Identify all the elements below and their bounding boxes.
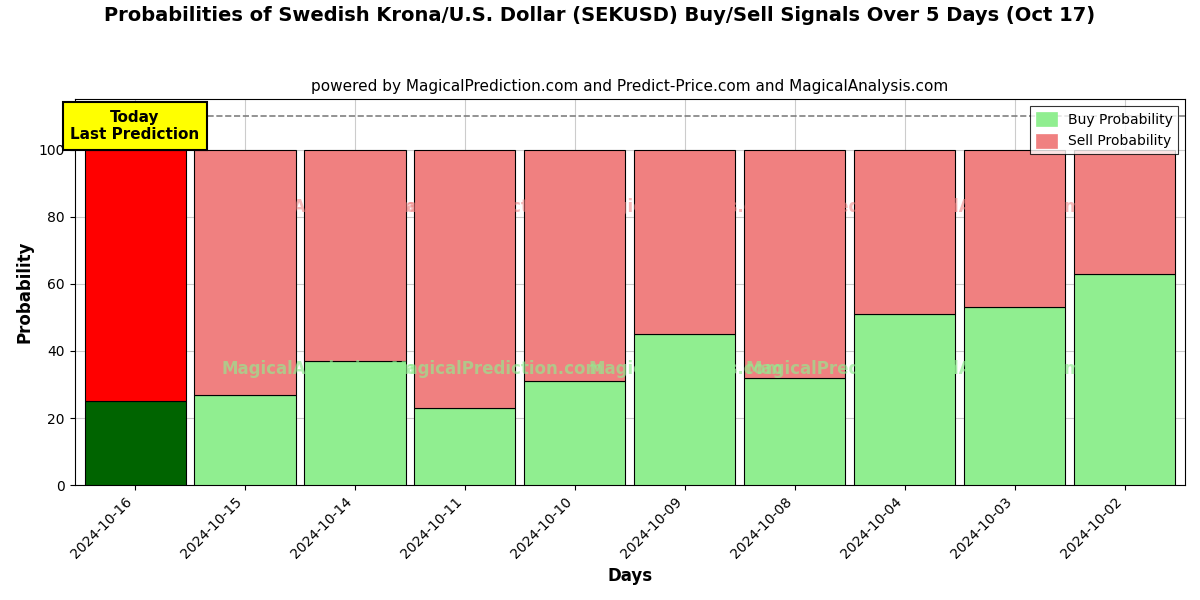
Bar bbox=[84, 401, 186, 485]
Bar bbox=[744, 149, 845, 378]
Text: MagicalAnalysis.com: MagicalAnalysis.com bbox=[888, 361, 1082, 379]
Text: MagicalPrediction.com: MagicalPrediction.com bbox=[390, 361, 604, 379]
Bar bbox=[635, 149, 736, 334]
X-axis label: Days: Days bbox=[607, 567, 653, 585]
Bar bbox=[854, 149, 955, 314]
Bar bbox=[744, 378, 845, 485]
Text: Today
Last Prediction: Today Last Prediction bbox=[71, 110, 199, 142]
Bar bbox=[414, 149, 516, 408]
Legend: Buy Probability, Sell Probability: Buy Probability, Sell Probability bbox=[1030, 106, 1178, 154]
Title: powered by MagicalPrediction.com and Predict-Price.com and MagicalAnalysis.com: powered by MagicalPrediction.com and Pre… bbox=[311, 79, 948, 94]
Text: MagicalAnalysis.com: MagicalAnalysis.com bbox=[588, 199, 782, 217]
Bar bbox=[964, 307, 1066, 485]
Bar bbox=[194, 149, 295, 395]
Text: MagicalPrediction.com: MagicalPrediction.com bbox=[745, 361, 959, 379]
Text: Probabilities of Swedish Krona/U.S. Dollar (SEKUSD) Buy/Sell Signals Over 5 Days: Probabilities of Swedish Krona/U.S. Doll… bbox=[104, 6, 1096, 25]
Bar bbox=[854, 314, 955, 485]
Text: MagicalAnalysis.com: MagicalAnalysis.com bbox=[222, 199, 416, 217]
Text: MagicalAnalysis.com: MagicalAnalysis.com bbox=[888, 199, 1082, 217]
Bar bbox=[1074, 274, 1175, 485]
Text: MagicalPrediction.com: MagicalPrediction.com bbox=[745, 199, 959, 217]
Bar bbox=[635, 334, 736, 485]
Y-axis label: Probability: Probability bbox=[16, 241, 34, 343]
Text: MagicalAnalysis.com: MagicalAnalysis.com bbox=[222, 361, 416, 379]
Text: MagicalAnalysis.com: MagicalAnalysis.com bbox=[588, 361, 782, 379]
Bar bbox=[524, 149, 625, 381]
Bar bbox=[194, 395, 295, 485]
Bar bbox=[305, 361, 406, 485]
Bar bbox=[964, 149, 1066, 307]
Bar bbox=[1074, 149, 1175, 274]
Bar bbox=[305, 149, 406, 361]
Bar bbox=[84, 149, 186, 401]
Bar bbox=[524, 381, 625, 485]
Text: MagicalPrediction.com: MagicalPrediction.com bbox=[390, 199, 604, 217]
Bar bbox=[414, 408, 516, 485]
